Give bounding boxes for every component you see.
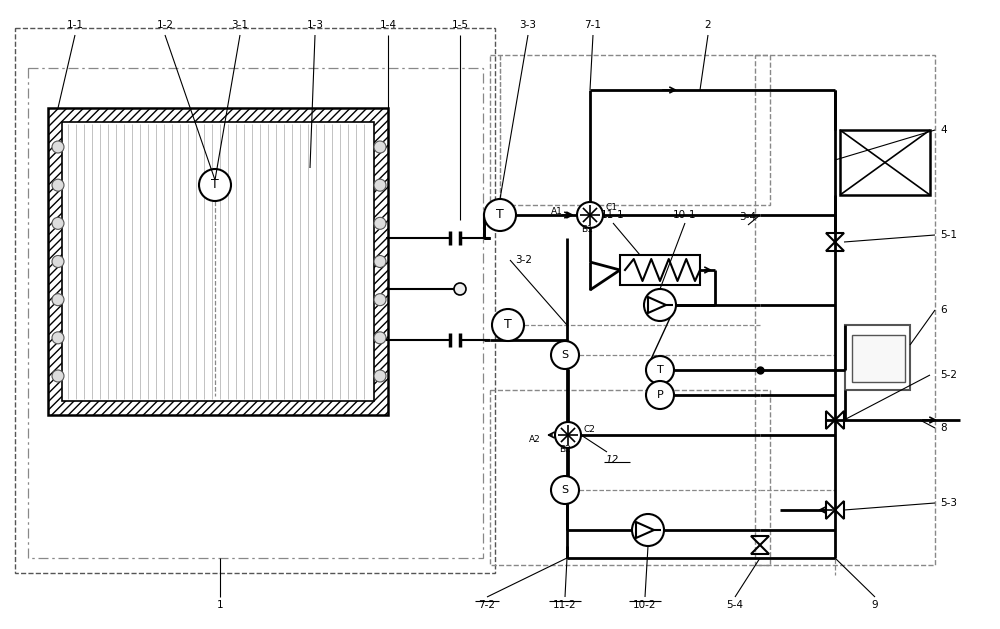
Circle shape — [551, 341, 579, 369]
Text: 1-3: 1-3 — [306, 20, 324, 30]
Text: 5-2: 5-2 — [940, 370, 957, 380]
Circle shape — [577, 202, 603, 228]
Text: 1: 1 — [217, 600, 223, 610]
Circle shape — [374, 141, 386, 153]
Text: B1: B1 — [581, 225, 593, 233]
Circle shape — [551, 476, 579, 504]
Text: T: T — [504, 318, 512, 331]
Circle shape — [374, 294, 386, 306]
Text: S: S — [561, 485, 569, 495]
Circle shape — [52, 255, 64, 267]
Text: S: S — [561, 350, 569, 360]
Bar — [490, 55, 770, 205]
Text: 10-1: 10-1 — [673, 210, 697, 220]
Text: A1: A1 — [551, 206, 563, 216]
Text: B2: B2 — [559, 445, 571, 454]
Circle shape — [632, 514, 664, 546]
Bar — [755, 55, 935, 565]
Bar — [840, 130, 930, 195]
Circle shape — [52, 141, 64, 153]
Circle shape — [646, 381, 674, 409]
Text: 11-1: 11-1 — [601, 210, 625, 220]
Text: 11-2: 11-2 — [553, 600, 577, 610]
Text: T: T — [496, 208, 504, 221]
Bar — [620, 255, 700, 285]
Text: 3-4: 3-4 — [740, 212, 757, 222]
Circle shape — [52, 370, 64, 382]
Text: 2: 2 — [705, 20, 711, 30]
Circle shape — [646, 356, 674, 384]
Circle shape — [374, 218, 386, 230]
Text: 1-1: 1-1 — [66, 20, 84, 30]
Text: C2: C2 — [584, 425, 596, 433]
Text: 3-2: 3-2 — [515, 255, 532, 265]
Text: 6: 6 — [940, 305, 947, 315]
Text: 5-1: 5-1 — [940, 230, 957, 240]
Circle shape — [52, 294, 64, 306]
Bar — [852, 335, 905, 382]
Bar — [845, 325, 910, 390]
Circle shape — [374, 370, 386, 382]
Text: A2: A2 — [529, 435, 541, 443]
Text: T: T — [211, 179, 219, 191]
Text: 10-2: 10-2 — [633, 600, 657, 610]
Circle shape — [52, 332, 64, 344]
Circle shape — [492, 309, 524, 341]
Circle shape — [644, 289, 676, 321]
Bar — [62, 122, 374, 401]
Bar — [48, 108, 388, 415]
Text: 7-1: 7-1 — [584, 20, 602, 30]
Circle shape — [374, 255, 386, 267]
Text: 4: 4 — [940, 125, 947, 135]
Circle shape — [374, 332, 386, 344]
Text: 7-2: 7-2 — [479, 600, 496, 610]
Bar — [15, 28, 495, 573]
Text: 1-5: 1-5 — [452, 20, 468, 30]
Text: 12: 12 — [605, 455, 619, 465]
Text: 9: 9 — [872, 600, 878, 610]
Text: P: P — [657, 390, 663, 400]
Circle shape — [52, 179, 64, 191]
Circle shape — [454, 283, 466, 295]
Text: 5-4: 5-4 — [726, 600, 744, 610]
Circle shape — [199, 169, 231, 201]
Circle shape — [555, 422, 581, 448]
Circle shape — [52, 218, 64, 230]
Text: 8: 8 — [940, 423, 947, 433]
Bar — [28, 68, 483, 558]
Circle shape — [374, 179, 386, 191]
Text: C1: C1 — [606, 203, 618, 211]
Text: 5-3: 5-3 — [940, 498, 957, 508]
Bar — [490, 390, 770, 565]
Text: T: T — [657, 365, 663, 375]
Text: 3-1: 3-1 — [232, 20, 248, 30]
Circle shape — [484, 199, 516, 231]
Text: 1-4: 1-4 — [380, 20, 396, 30]
Text: 3-3: 3-3 — [520, 20, 536, 30]
Text: 1-2: 1-2 — [156, 20, 174, 30]
